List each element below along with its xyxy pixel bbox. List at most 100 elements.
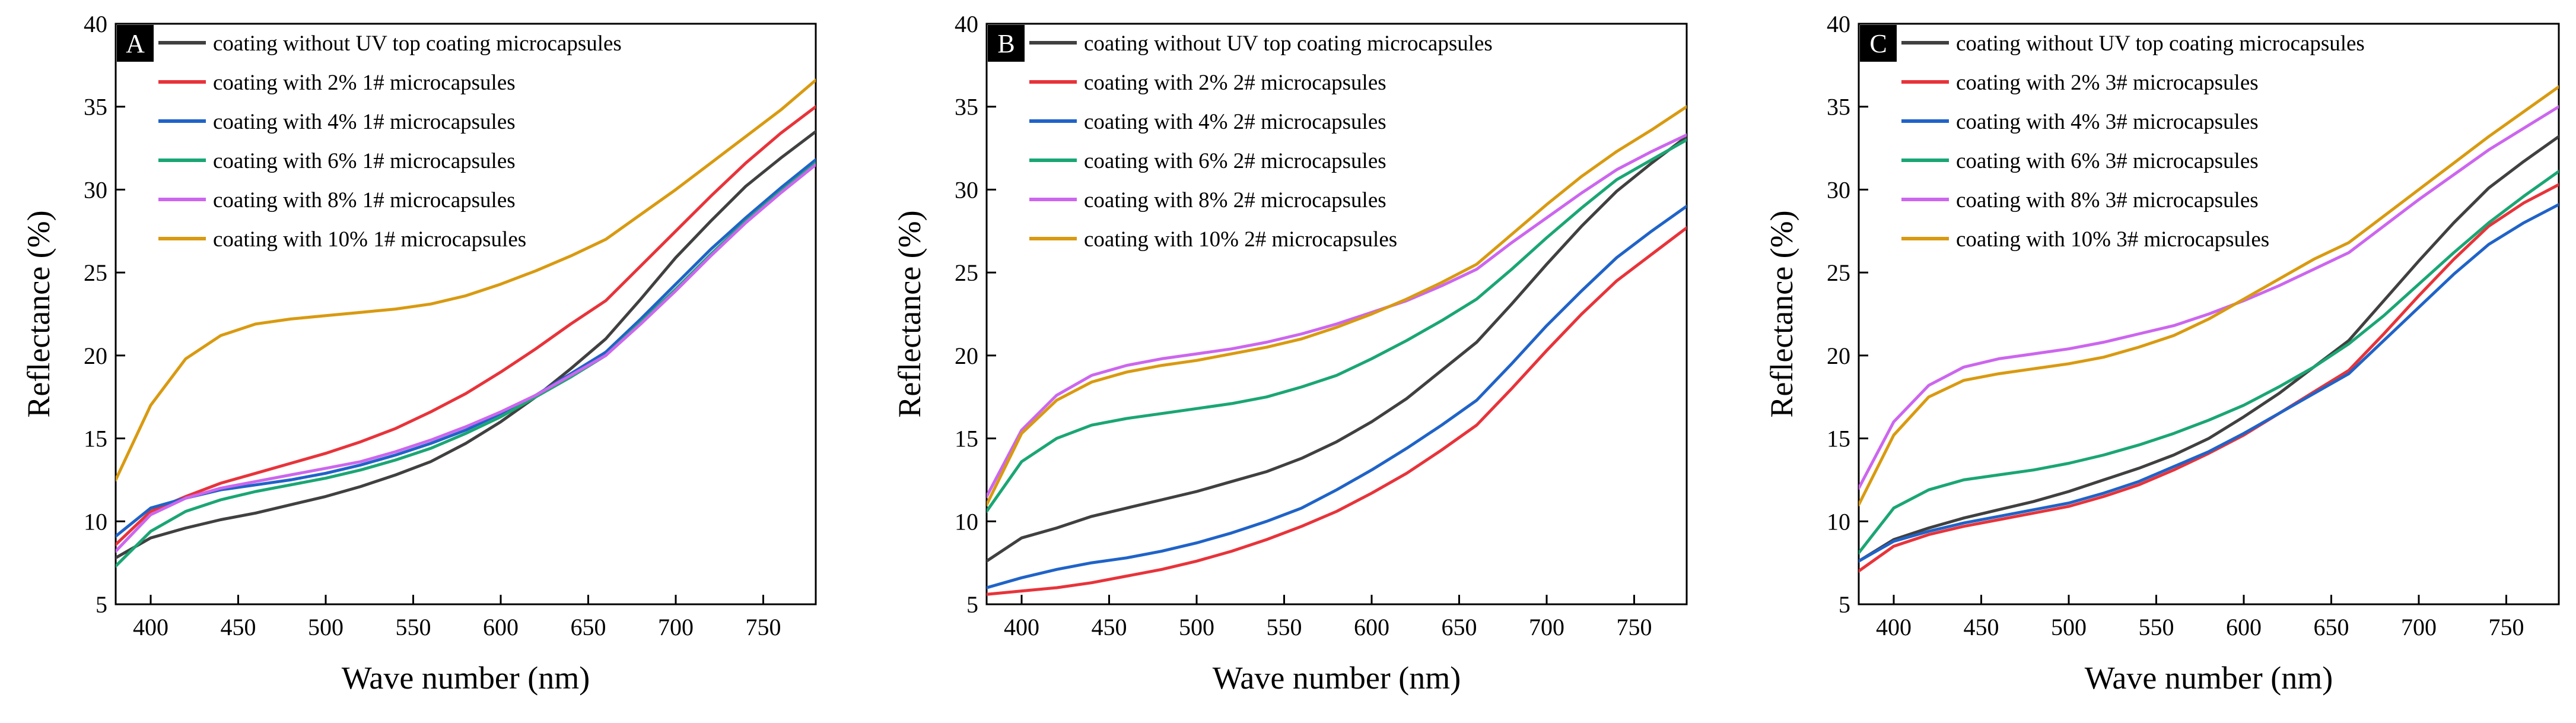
legend-entry-2: coating with 4% 1# microcapsules bbox=[213, 110, 516, 134]
y-tick-label: 5 bbox=[966, 591, 978, 618]
x-tick-label: 750 bbox=[746, 614, 781, 640]
y-tick-label: 25 bbox=[84, 259, 107, 286]
y-tick-label: 30 bbox=[84, 176, 107, 203]
series-group bbox=[987, 105, 1687, 596]
legend-entry-1: coating with 2% 2# microcapsules bbox=[1084, 71, 1386, 95]
series-line-2 bbox=[987, 204, 1687, 589]
legend-entry-5: coating with 10% 2# microcapsules bbox=[1084, 227, 1397, 252]
y-tick-label: 15 bbox=[1827, 426, 1850, 452]
x-tick-label: 750 bbox=[2489, 614, 2524, 640]
panel-label-box bbox=[1860, 25, 1897, 62]
legend-entry-1: coating with 2% 3# microcapsules bbox=[1956, 71, 2259, 95]
y-tick-label: 30 bbox=[955, 176, 978, 203]
series-line-2 bbox=[1859, 203, 2559, 563]
series-line-3 bbox=[1859, 170, 2559, 554]
legend-entry-0: coating without UV top coating microcaps… bbox=[213, 31, 622, 56]
series-line-0 bbox=[1859, 135, 2559, 563]
legend-entry-3: coating with 6% 3# microcapsules bbox=[1956, 149, 2259, 173]
legend-entry-0: coating without UV top coating microcaps… bbox=[1956, 31, 2365, 56]
series-line-4 bbox=[1859, 105, 2559, 490]
series-line-0 bbox=[987, 135, 1687, 563]
series-line-0 bbox=[116, 130, 816, 560]
y-tick-label: 5 bbox=[96, 591, 107, 618]
legend-entry-4: coating with 8% 1# microcapsules bbox=[213, 188, 516, 213]
y-tick-label: 35 bbox=[1827, 94, 1850, 120]
x-tick-label: 400 bbox=[1004, 614, 1039, 640]
y-tick-label: 25 bbox=[955, 259, 978, 286]
x-tick-label: 500 bbox=[1179, 614, 1214, 640]
x-tick-label: 650 bbox=[2314, 614, 2349, 640]
y-tick-label: 35 bbox=[955, 94, 978, 120]
y-tick-label: 20 bbox=[1827, 343, 1850, 369]
x-tick-label: 450 bbox=[1092, 614, 1127, 640]
x-tick-label: 550 bbox=[2139, 614, 2174, 640]
plot-frame bbox=[985, 23, 1688, 605]
x-tick-label: 550 bbox=[396, 614, 431, 640]
panel-label: C bbox=[1869, 29, 1887, 58]
x-tick-label: 700 bbox=[658, 614, 694, 640]
panel-b: 400 450 500 550 600 650 700 750 5 10 15 20 25 30 35 40 W… bbox=[892, 11, 1688, 696]
x-tick-label: 700 bbox=[1529, 614, 1564, 640]
x-tick-label: 600 bbox=[483, 614, 519, 640]
y-tick-label: 25 bbox=[1827, 259, 1850, 286]
y-tick-label: 5 bbox=[1839, 591, 1850, 618]
x-axis-label: Wave number (nm) bbox=[342, 660, 590, 696]
series-line-3 bbox=[987, 138, 1687, 513]
y-tick-label: 20 bbox=[84, 343, 107, 369]
x-axis-label: Wave number (nm) bbox=[2085, 660, 2333, 696]
panel-a: 400 450 500 550 600 650 700 750 5 10 15 20 25 30 35 40 W… bbox=[21, 11, 817, 696]
y-tick-label: 10 bbox=[955, 508, 978, 535]
legend-entry-2: coating with 4% 2# microcapsules bbox=[1084, 110, 1386, 134]
series-line-1 bbox=[1859, 183, 2559, 573]
series-line-5 bbox=[1859, 85, 2559, 506]
legend-entry-4: coating with 8% 3# microcapsules bbox=[1956, 188, 2259, 213]
x-tick-label: 600 bbox=[1354, 614, 1389, 640]
y-tick-label: 10 bbox=[1827, 508, 1850, 535]
x-tick-label: 500 bbox=[308, 614, 344, 640]
panel-c: 400 450 500 550 600 650 700 750 5 10 15 20 25 30 35 40 W… bbox=[1764, 11, 2560, 696]
y-axis-label: Reflectance (%) bbox=[892, 210, 927, 417]
series-line-2 bbox=[116, 158, 816, 538]
x-tick-label: 400 bbox=[1876, 614, 1912, 640]
legend-entry-0: coating without UV top coating microcaps… bbox=[1084, 31, 1493, 56]
x-axis-label: Wave number (nm) bbox=[1213, 660, 1461, 696]
legend-entry-3: coating with 6% 1# microcapsules bbox=[213, 149, 516, 173]
y-tick-label: 15 bbox=[955, 426, 978, 452]
x-tick-label: 650 bbox=[1442, 614, 1477, 640]
x-tick-label: 750 bbox=[1617, 614, 1652, 640]
y-tick-label: 40 bbox=[84, 11, 107, 37]
panel-label-box bbox=[988, 25, 1025, 62]
x-tick-label: 550 bbox=[1267, 614, 1302, 640]
legend-entry-5: coating with 10% 3# microcapsules bbox=[1956, 227, 2269, 252]
y-tick-label: 15 bbox=[84, 426, 107, 452]
y-tick-label: 20 bbox=[955, 343, 978, 369]
legend: coating without UV top coating microcaps… bbox=[1029, 31, 1493, 252]
series-group bbox=[116, 78, 816, 568]
series-line-4 bbox=[116, 163, 816, 553]
y-tick-label: 35 bbox=[84, 94, 107, 120]
y-axis-label: Reflectance (%) bbox=[1764, 210, 1799, 417]
legend-entry-3: coating with 6% 2# microcapsules bbox=[1084, 149, 1386, 173]
y-tick-label: 30 bbox=[1827, 176, 1850, 203]
x-tick-label: 450 bbox=[1964, 614, 1999, 640]
y-tick-label: 40 bbox=[955, 11, 978, 37]
x-tick-label: 450 bbox=[221, 614, 256, 640]
panel-label: A bbox=[126, 29, 145, 58]
legend-entry-5: coating with 10% 1# microcapsules bbox=[213, 227, 526, 252]
x-tick-label: 600 bbox=[2226, 614, 2262, 640]
legend-entry-4: coating with 8% 2# microcapsules bbox=[1084, 188, 1386, 213]
x-tick-label: 500 bbox=[2051, 614, 2087, 640]
panel-label-box bbox=[117, 25, 154, 62]
legend: coating without UV top coating microcaps… bbox=[158, 31, 622, 252]
panel-label: B bbox=[997, 29, 1015, 58]
series-line-5 bbox=[116, 78, 816, 481]
plot-frame bbox=[1858, 23, 2560, 605]
legend: coating without UV top coating microcaps… bbox=[1901, 31, 2365, 252]
x-tick-label: 650 bbox=[571, 614, 606, 640]
legend-entry-2: coating with 4% 3# microcapsules bbox=[1956, 110, 2259, 134]
plot-frame bbox=[115, 23, 817, 605]
y-tick-label: 10 bbox=[84, 508, 107, 535]
legend-entry-1: coating with 2% 1# microcapsules bbox=[213, 71, 516, 95]
series-line-3 bbox=[116, 161, 816, 568]
